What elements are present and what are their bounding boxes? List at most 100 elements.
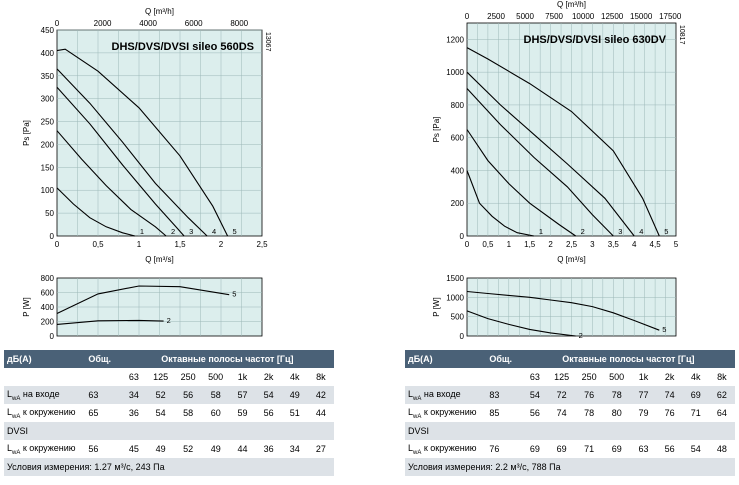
total-cell: 85 — [489, 408, 500, 418]
row-label: LwA на входе — [405, 386, 487, 404]
curve-label: 5 — [233, 227, 237, 236]
p-tick-label: 200 — [41, 318, 55, 327]
curve-label: 4 — [212, 227, 216, 236]
y-tick-label: 0 — [50, 232, 55, 241]
fan-charts: 0501001502002503003504004500200400600800… — [22, 0, 685, 341]
curve-3 — [466, 88, 614, 237]
value-cell — [307, 422, 334, 440]
y-tick-label: 1200 — [446, 35, 464, 44]
curve-label: 5 — [664, 227, 668, 236]
top-tick-label: 2000 — [94, 19, 112, 28]
freq-cell: 63 — [128, 372, 139, 382]
table-row: LwA на входе 83 54 72 76 78 77 74 69 62 — [405, 386, 735, 404]
table-header: дБ(A) Общ. Октавные полосы частот [Гц] — [4, 350, 334, 368]
curve-label: 2 — [171, 227, 175, 236]
total-cell — [85, 422, 121, 440]
value-cell — [174, 422, 202, 440]
x-axis-label: Q [m³/s] — [145, 255, 173, 264]
p-tick-label: 600 — [41, 289, 55, 298]
value-cell: 51 — [289, 408, 300, 418]
chart-title: DHS/DVS/DVSI sileo 630DV — [524, 34, 667, 46]
value-cell: 36 — [128, 408, 139, 418]
value-cell: 71 — [690, 408, 701, 418]
db-header: дБ(A) — [405, 350, 487, 368]
value-cell — [146, 422, 175, 440]
value-cell — [255, 422, 282, 440]
y-axis-label: Ps [Pa] — [22, 120, 31, 146]
p-axis-label: P [W] — [432, 297, 441, 316]
freq-cell: 1k — [237, 372, 248, 382]
curve-4 — [56, 68, 208, 237]
p-tick-label: 0 — [460, 332, 465, 341]
value-cell — [682, 422, 709, 440]
total-cell: 56 — [88, 444, 99, 454]
table-row: LwA на входе 63 34 52 56 58 57 54 49 42 — [4, 386, 334, 404]
db-header: дБ(A) — [4, 350, 86, 368]
power-curve-5 — [466, 290, 660, 331]
power-curve-label: 5 — [232, 290, 236, 299]
value-cell — [656, 422, 683, 440]
total-cell: 76 — [489, 444, 500, 454]
p-tick-label: 1500 — [446, 274, 464, 283]
x-tick-label: 5 — [674, 240, 679, 249]
power-curve-label: 5 — [662, 325, 666, 334]
top-tick-label: 6000 — [185, 19, 203, 28]
freq-cell: 2k — [664, 372, 675, 382]
p-axis-label: P [W] — [22, 297, 31, 316]
y-tick-label: 150 — [41, 163, 55, 172]
y-tick-label: 250 — [41, 118, 55, 127]
curve-label: 1 — [140, 227, 144, 236]
value-cell: 76 — [664, 408, 675, 418]
y-tick-label: 50 — [45, 209, 54, 218]
total-cell — [486, 422, 522, 440]
value-cell — [229, 422, 256, 440]
chart-code: 10817 — [678, 25, 685, 45]
value-cell: 56 — [664, 444, 675, 454]
freq-cell: 250 — [581, 372, 597, 382]
value-cell: 64 — [716, 408, 727, 418]
curve-label: 3 — [618, 227, 622, 236]
row-label: LwA к окружению — [408, 442, 477, 456]
x-tick-label: 4,5 — [650, 240, 662, 249]
measure-conditions: Условия измерения: 1.27 м³/с, 243 Па — [4, 458, 334, 476]
top-tick-label: 15000 — [630, 12, 653, 21]
value-cell: 27 — [315, 444, 326, 454]
x-tick-label: 0,5 — [92, 240, 104, 249]
value-cell: 49 — [281, 386, 308, 404]
value-cell — [708, 422, 735, 440]
value-cell: 78 — [602, 386, 631, 404]
y-axis-label: Ps [Pa] — [432, 117, 441, 143]
value-cell: 62 — [708, 386, 735, 404]
bands-header: Октавные полосы частот [Гц] — [120, 350, 334, 368]
curve-5 — [56, 48, 229, 237]
value-cell: 57 — [229, 386, 256, 404]
value-cell: 59 — [237, 408, 248, 418]
value-cell — [521, 422, 548, 440]
top-tick-label: 0 — [465, 12, 470, 21]
value-cell — [575, 422, 603, 440]
y-tick-label: 200 — [41, 140, 55, 149]
p-tick-label: 1000 — [446, 293, 464, 302]
freq-cell: 1k — [638, 372, 649, 382]
p-tick-label: 500 — [451, 313, 465, 322]
top-tick-label: 17500 — [659, 12, 682, 21]
table-row: LwA к окружению 65 36 54 58 60 59 56 51 44 — [4, 404, 334, 422]
freq-cell: 125 — [153, 372, 169, 382]
value-cell: 49 — [210, 444, 221, 454]
freq-cell: 125 — [554, 372, 570, 382]
x-tick-label: 0 — [465, 240, 470, 249]
x-tick-label: 0,5 — [482, 240, 494, 249]
curve-4 — [466, 71, 635, 237]
value-cell: 72 — [547, 386, 576, 404]
value-cell: 69 — [529, 444, 540, 454]
row-label: LwA к окружению — [7, 442, 76, 456]
footer-row: Условия измерения: 1.27 м³/с, 243 Па — [4, 458, 334, 476]
value-cell: 54 — [690, 444, 701, 454]
total-cell: 63 — [85, 386, 121, 404]
value-cell — [602, 422, 631, 440]
row-label: LwA к окружению — [408, 406, 477, 420]
freq-cell: 63 — [529, 372, 540, 382]
y-tick-label: 400 — [41, 49, 55, 58]
y-tick-label: 300 — [41, 95, 55, 104]
total-cell: 65 — [88, 408, 99, 418]
